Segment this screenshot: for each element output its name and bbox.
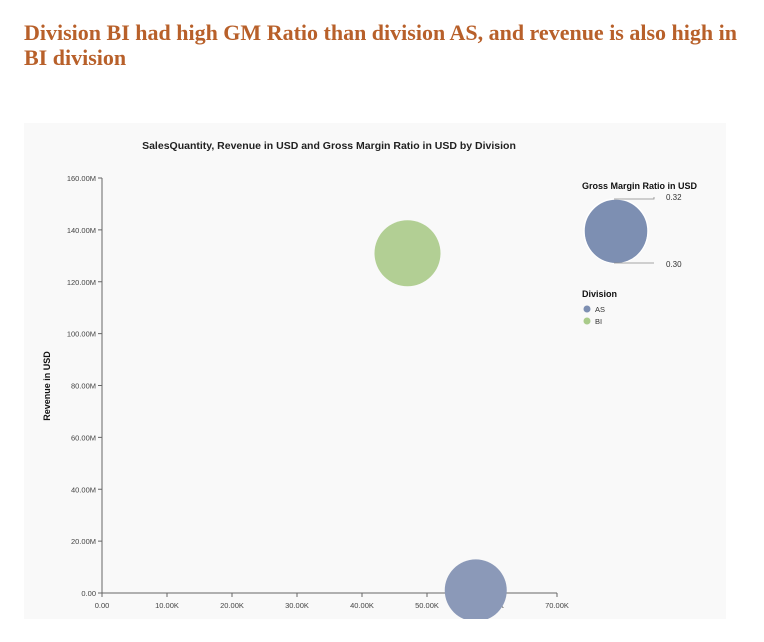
legend-swatch-as[interactable] bbox=[583, 305, 591, 313]
y-tick-label: 60.00M bbox=[71, 433, 96, 442]
y-tick-label: 120.00M bbox=[67, 278, 96, 287]
bubble-layer bbox=[374, 220, 507, 619]
y-tick-label: 160.00M bbox=[67, 174, 96, 183]
y-tick-label: 100.00M bbox=[67, 330, 96, 339]
y-tick-label: 80.00M bbox=[71, 382, 96, 391]
x-tick-label: 20.00K bbox=[220, 601, 244, 610]
y-axis-ticks: 0.00 20.00M 40.00M 60.00M 80.00M 100.00M 120.0… bbox=[67, 174, 102, 598]
size-legend-title: Gross Margin Ratio in USD bbox=[582, 181, 698, 191]
legend-label-as[interactable]: AS bbox=[595, 305, 605, 314]
x-tick-label: 50.00K bbox=[415, 601, 439, 610]
legend-swatch-bi[interactable] bbox=[583, 317, 591, 325]
bubble-chart: SalesQuantity, Revenue in USD and Gross … bbox=[42, 140, 698, 619]
x-tick-label: 30.00K bbox=[285, 601, 309, 610]
size-legend-max-label: 0.32 bbox=[666, 193, 682, 202]
y-tick-label: 40.00M bbox=[71, 485, 96, 494]
y-tick-label: 20.00M bbox=[71, 537, 96, 546]
y-tick-label: 140.00M bbox=[67, 226, 96, 235]
legend-label-bi[interactable]: BI bbox=[595, 317, 602, 326]
color-legend-title: Division bbox=[582, 289, 617, 299]
size-legend-min-label: 0.30 bbox=[666, 260, 682, 269]
x-tick-label: 70.00K bbox=[545, 601, 569, 610]
chart-title: SalesQuantity, Revenue in USD and Gross … bbox=[142, 140, 516, 152]
x-tick-label: 10.00K bbox=[155, 601, 179, 610]
chart-panel: SalesQuantity, Revenue in USD and Gross … bbox=[24, 123, 726, 619]
bubble-bi[interactable] bbox=[374, 220, 441, 287]
y-axis-label: Revenue in USD bbox=[42, 351, 52, 421]
page-headline: Division BI had high GM Ratio than divis… bbox=[24, 20, 737, 70]
size-legend-min-bubble bbox=[585, 201, 647, 263]
x-tick-label: 0.00 bbox=[95, 601, 110, 610]
color-legend[interactable]: Division AS BI bbox=[582, 289, 617, 326]
y-tick-label: 0.00 bbox=[81, 589, 96, 598]
bubble-as[interactable] bbox=[444, 559, 507, 619]
size-legend-max-leader bbox=[614, 197, 655, 200]
size-legend: Gross Margin Ratio in USD 0.32 0.30 bbox=[582, 181, 698, 269]
x-tick-label: 40.00K bbox=[350, 601, 374, 610]
